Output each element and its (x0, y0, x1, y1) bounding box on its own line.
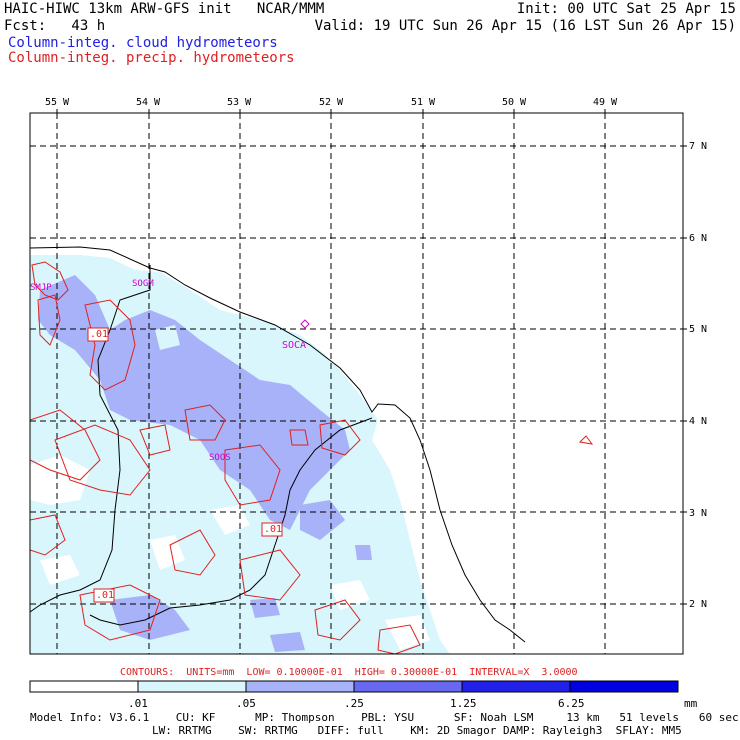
colorbar-label: 1.25 (450, 697, 477, 710)
field-cloud-label: Column-integ. cloud hydrometeors (8, 35, 278, 51)
model-info-line1: Model Info: V3.6.1 CU: KF MP: Thompson P… (30, 711, 739, 724)
contour-label-box (93, 588, 115, 603)
lon-label-52w: 52 W (319, 97, 344, 108)
station-label-soos: SOOS (209, 453, 231, 463)
station-label-smjp: SMJP (30, 283, 52, 293)
colorbar (29, 680, 679, 693)
init-time: Init: 00 UTC Sat 25 Apr 15 (516, 1, 736, 17)
contour-label: .01 (90, 329, 109, 340)
contour-label: .01 (96, 590, 115, 601)
colorbar-units: mm (684, 697, 698, 710)
contour-label-box (261, 522, 283, 537)
coastline (30, 246, 526, 643)
model-info-line2: LW: RRTMG SW: RRTMG DIFF: full KM: 2D Sm… (152, 724, 682, 737)
valid-time: Valid: 19 UTC Sun 26 Apr 15 (16 LST Sun … (314, 18, 736, 34)
field-precip-label: Column-integ. precip. hydrometeors (8, 50, 295, 66)
precip-contours (30, 261, 594, 654)
map-title: HAIC-HIWC 13km ARW-GFS init NCAR/MMM (4, 1, 325, 17)
lat-label-3n: 3 N (689, 508, 708, 519)
colorbar-label: .01 (128, 697, 148, 710)
colorbar-label: .05 (236, 697, 256, 710)
lon-label-50w: 50 W (502, 97, 527, 108)
country-border-east (89, 417, 373, 626)
colorbar-label: .25 (344, 697, 364, 710)
cloud-region-mid (38, 275, 350, 530)
lat-label-4n: 4 N (689, 416, 708, 427)
lon-label-53w: 53 W (227, 97, 252, 108)
station-marker (300, 319, 310, 329)
station-label-sogm: SOGM (132, 279, 154, 289)
lon-label-54w: 54 W (136, 97, 161, 108)
lon-label-49w: 49 W (593, 97, 618, 108)
lat-label-2n: 2 N (689, 599, 708, 610)
lat-label-7n: 7 N (689, 141, 708, 152)
plot-frame (29, 112, 684, 655)
country-border-west (30, 265, 151, 613)
contours-info: CONTOURS: UNITS=mm LOW= 0.10000E-01 HIGH… (120, 667, 578, 678)
forecast-hour: Fcst: 43 h (4, 18, 106, 34)
contour-label: .01 (264, 524, 283, 535)
lon-label-55w: 55 W (45, 97, 70, 108)
station-label-soca: SOCA (282, 340, 307, 351)
contour-label-box (87, 327, 109, 342)
lat-label-6n: 6 N (689, 233, 708, 244)
lat-label-5n: 5 N (689, 324, 708, 335)
colorbar-label: 6.25 (558, 697, 585, 710)
lon-label-51w: 51 W (411, 97, 436, 108)
